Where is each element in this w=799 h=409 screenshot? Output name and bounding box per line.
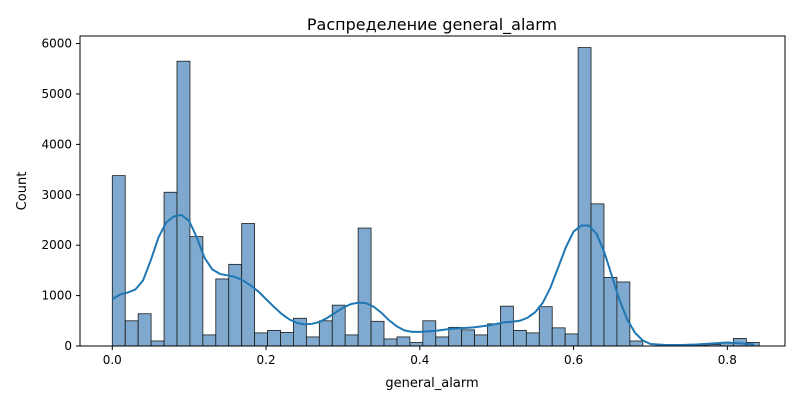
chart-title: Распределение general_alarm [307, 15, 557, 35]
histogram-bar [176, 60, 191, 347]
histogram-bar [150, 340, 165, 347]
y-axis-ticks: 0 1000 2000 3000 4000 5000 6000 [41, 37, 80, 353]
histogram-bar [590, 203, 605, 347]
histogram-bar [525, 332, 540, 347]
histogram-bar [435, 336, 450, 347]
plot-area-frame [79, 35, 786, 347]
y-tick-label: 4000 [41, 137, 72, 151]
histogram-bar [551, 327, 566, 347]
histogram-bar [318, 320, 333, 347]
x-tick-label: 0.4 [410, 353, 429, 367]
histogram-bar [538, 306, 553, 347]
x-axis-label: general_alarm [385, 376, 478, 391]
histogram-bar [461, 329, 475, 347]
histogram-bar [267, 329, 281, 347]
histogram-bar [370, 320, 385, 347]
y-tick-label: 0 [64, 339, 72, 353]
x-axis-ticks: 0.0 0.2 0.4 0.6 0.8 [103, 346, 737, 367]
histogram-bar [124, 320, 139, 347]
histogram-bar [564, 333, 579, 347]
y-tick-label: 6000 [41, 37, 72, 51]
x-tick-label: 0.8 [718, 353, 737, 367]
histogram-bar [189, 236, 204, 347]
y-tick-label: 5000 [41, 87, 72, 101]
histogram-bar [629, 340, 644, 347]
histogram-bar [254, 332, 268, 347]
histogram-bar [215, 278, 230, 347]
histogram-bar [137, 313, 152, 347]
histogram-bar [409, 342, 424, 347]
histogram-bar [474, 334, 488, 347]
histogram-bar [577, 47, 592, 347]
y-tick-label: 1000 [41, 289, 72, 303]
histogram-bar [344, 334, 359, 347]
histogram-bar [500, 305, 514, 347]
histogram-bar [111, 175, 126, 347]
y-tick-label: 2000 [41, 238, 72, 252]
x-tick-label: 0.0 [103, 353, 122, 367]
x-tick-label: 0.2 [257, 353, 276, 367]
histogram-bar [357, 227, 372, 347]
histogram-bar [305, 336, 320, 347]
histogram-bar [448, 326, 463, 347]
histogram-bar [396, 336, 411, 347]
histogram-bar [513, 329, 527, 347]
kde-curve [111, 213, 755, 346]
y-axis-label: Count [15, 172, 30, 211]
y-tick-label: 3000 [41, 188, 72, 202]
histogram-bar [422, 320, 437, 347]
x-tick-label: 0.6 [564, 353, 583, 367]
histogram-bar [616, 281, 631, 347]
histogram-bar [383, 338, 398, 347]
histogram-bar [487, 323, 501, 347]
histogram-bar [280, 331, 294, 347]
histogram-bar [202, 334, 217, 347]
